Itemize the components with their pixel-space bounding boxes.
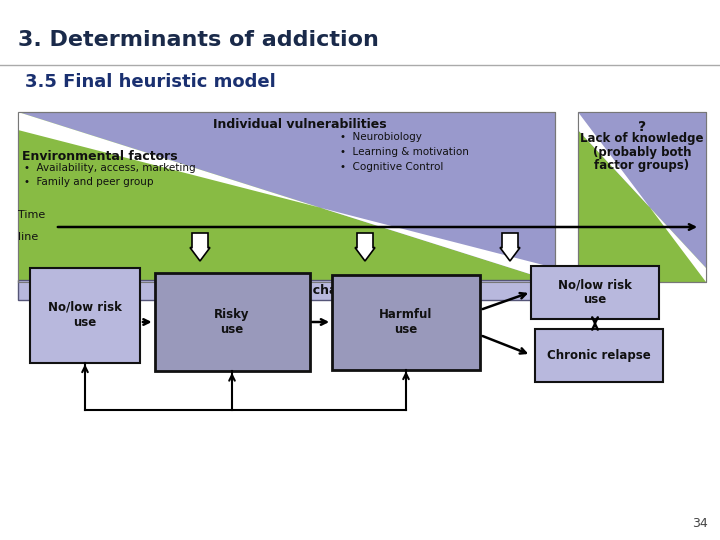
Text: •  Family and peer group: • Family and peer group (24, 177, 153, 187)
Text: 3. Determinants of addiction: 3. Determinants of addiction (18, 30, 379, 50)
Text: Substance/ Behaviour characteristics: Substance/ Behaviour characteristics (156, 284, 417, 296)
FancyBboxPatch shape (18, 280, 555, 300)
Polygon shape (190, 233, 210, 261)
Text: line: line (18, 232, 38, 242)
Text: factor groups): factor groups) (595, 159, 690, 172)
Polygon shape (18, 112, 555, 282)
Text: Time: Time (18, 210, 45, 220)
Text: 34: 34 (692, 517, 708, 530)
Polygon shape (578, 112, 706, 282)
Text: •  Learning & motivation: • Learning & motivation (340, 147, 469, 157)
Text: Lack of knowledge: Lack of knowledge (580, 132, 703, 145)
Text: Chronic relapse: Chronic relapse (547, 348, 651, 361)
FancyBboxPatch shape (535, 328, 663, 381)
Text: •  Neurobiology: • Neurobiology (340, 132, 422, 142)
Text: •  Cognitive Control: • Cognitive Control (340, 162, 444, 172)
Text: (probably both: (probably both (593, 146, 691, 159)
FancyBboxPatch shape (578, 112, 706, 282)
Text: Environmental factors: Environmental factors (22, 150, 178, 163)
Text: Individual vulnerabilities: Individual vulnerabilities (213, 118, 387, 131)
Text: 3.5 Final heuristic model: 3.5 Final heuristic model (25, 73, 276, 91)
FancyBboxPatch shape (332, 274, 480, 369)
Polygon shape (578, 112, 706, 268)
FancyBboxPatch shape (155, 273, 310, 371)
FancyBboxPatch shape (30, 267, 140, 362)
FancyBboxPatch shape (18, 112, 555, 282)
Text: Harmful
use: Harmful use (379, 308, 433, 336)
Text: •  Availability, access, marketing: • Availability, access, marketing (24, 163, 196, 173)
Polygon shape (18, 112, 555, 282)
Text: No/low risk
use: No/low risk use (558, 278, 632, 306)
FancyBboxPatch shape (531, 266, 659, 319)
Text: Risky
use: Risky use (215, 308, 250, 336)
Text: No/low risk
use: No/low risk use (48, 301, 122, 329)
Polygon shape (500, 233, 520, 261)
Text: ?: ? (638, 120, 646, 134)
Polygon shape (355, 233, 375, 261)
